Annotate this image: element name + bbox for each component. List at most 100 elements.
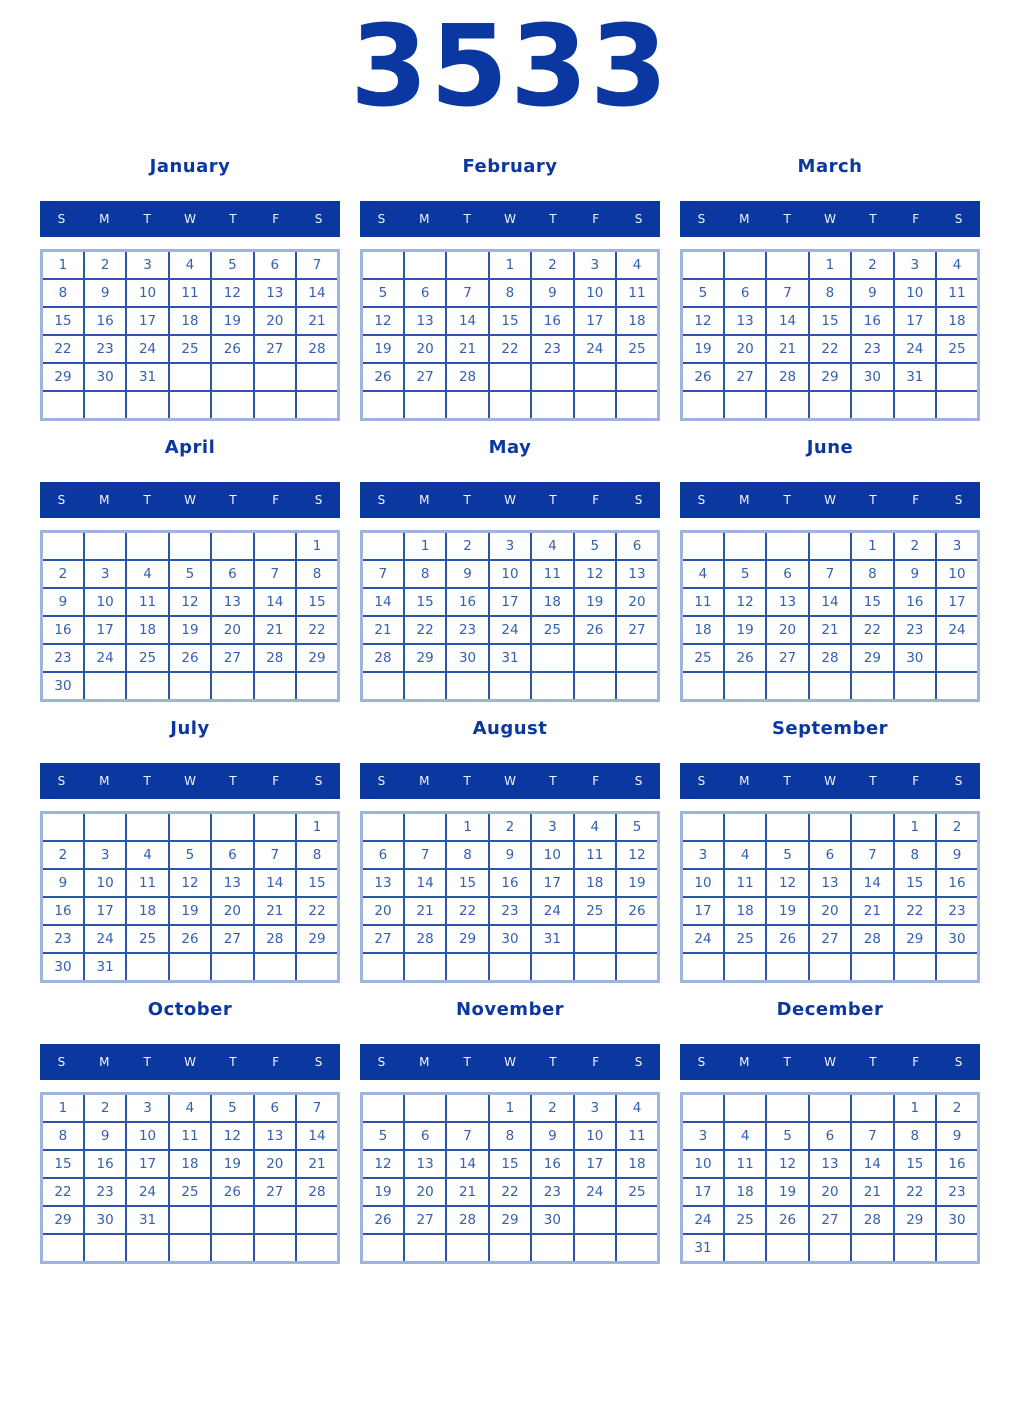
empty-cell [935, 1233, 980, 1264]
date-cell: 30 [487, 924, 533, 955]
weekday-label: M [419, 1055, 430, 1070]
date-cell: 2 [40, 840, 85, 871]
date-cell: 14 [807, 587, 853, 618]
date-cell: 15 [402, 587, 448, 618]
date-cell: 6 [402, 1121, 448, 1152]
date-cell: 31 [487, 643, 533, 674]
date-cell: 23 [445, 615, 490, 646]
date-cell: 5 [360, 278, 405, 309]
weekday-label: W [504, 774, 516, 789]
dates-grid-body: 1 2 3 4 5 6 7 8 9 10 11 12 13 14 15 16 17 18 19 20 21 22 23 24 2… [360, 530, 660, 702]
date-cell: 28 [360, 643, 405, 674]
date-cell: 13 [210, 587, 255, 618]
date-cell: 23 [40, 924, 85, 955]
date-cell: 1 [402, 530, 448, 562]
weekday-label: W [184, 774, 196, 789]
empty-cell [680, 811, 725, 843]
week-row: 19 20 21 22 23 24 25 [680, 334, 980, 365]
date-cell: 13 [615, 559, 660, 590]
date-cell: 21 [850, 1177, 895, 1208]
empty-cell [210, 811, 255, 843]
week-row: 15 16 17 18 19 20 21 [40, 306, 340, 337]
date-cell: 3 [935, 530, 980, 562]
weekday-label: S [314, 1055, 323, 1070]
weekday-label: T [869, 774, 877, 789]
date-cell: 14 [252, 868, 298, 899]
weekday-label: M [739, 1055, 750, 1070]
empty-cell [360, 952, 405, 983]
date-cell: 26 [722, 643, 768, 674]
date-cell: 21 [295, 306, 340, 337]
weekday-label: T [549, 493, 557, 508]
dates-grid: 1 2 3 4 5 6 7 8 9 10 11 12 13 14 15 16 17 18 19 20 21 22 23 24 2… [360, 1092, 660, 1265]
empty-cell [765, 952, 810, 983]
date-cell: 15 [487, 306, 533, 337]
weekday-label: M [739, 493, 750, 508]
empty-cell [252, 362, 298, 393]
date-cell: 1 [295, 811, 340, 843]
empty-cell [892, 952, 938, 983]
date-cell: 26 [765, 924, 810, 955]
month-title: September [771, 718, 889, 740]
week-row: 19 20 21 22 23 24 25 [360, 334, 660, 365]
empty-cell [530, 1233, 575, 1264]
date-cell: 8 [402, 559, 448, 590]
date-cell: 17 [82, 615, 128, 646]
empty-cell [360, 1233, 405, 1264]
dates-grid: 1 2 3 4 5 6 7 8 9 10 11 12 13 14 15 16 17 18 19 20 21 22 23 24 2… [40, 530, 340, 703]
weekday-label: S [634, 1055, 643, 1070]
date-cell: 14 [445, 306, 490, 337]
date-cell: 9 [892, 559, 938, 590]
date-cell: 1 [892, 1092, 938, 1124]
date-cell: 11 [615, 278, 660, 309]
date-cell: 2 [935, 811, 980, 843]
date-cell: 28 [850, 1205, 895, 1236]
date-cell: 28 [850, 924, 895, 955]
date-cell: 19 [615, 868, 660, 899]
weekday-label: F [272, 1055, 280, 1070]
date-cell: 17 [892, 306, 938, 337]
date-cell: 29 [892, 924, 938, 955]
date-cell: 22 [892, 896, 938, 927]
week-row [680, 390, 980, 421]
date-cell: 9 [82, 278, 128, 309]
empty-cell [680, 249, 725, 281]
date-cell: 29 [807, 362, 853, 393]
empty-cell [572, 390, 618, 421]
date-cell: 31 [680, 1233, 725, 1264]
date-cell: 5 [765, 1121, 810, 1152]
date-cell: 11 [615, 1121, 660, 1152]
date-cell: 2 [40, 559, 85, 590]
weekday-label: S [954, 1055, 963, 1070]
date-cell: 8 [487, 278, 533, 309]
weekday-label: S [314, 774, 323, 789]
date-cell: 14 [295, 278, 340, 309]
weekday-label: S [634, 493, 643, 508]
date-cell: 15 [445, 868, 490, 899]
date-cell: 9 [530, 278, 575, 309]
date-cell: 29 [40, 1205, 85, 1236]
week-row: 10 11 12 13 14 15 16 [680, 868, 980, 899]
empty-cell [530, 643, 575, 674]
empty-cell [125, 1233, 170, 1264]
empty-cell [572, 671, 618, 702]
empty-cell [252, 390, 298, 421]
empty-cell [295, 390, 340, 421]
empty-cell [40, 1233, 85, 1264]
empty-cell [850, 952, 895, 983]
date-cell: 17 [572, 306, 618, 337]
date-cell: 26 [360, 362, 405, 393]
date-cell: 12 [680, 306, 725, 337]
weekday-label: W [184, 493, 196, 508]
date-cell: 18 [722, 896, 768, 927]
empty-cell [765, 1092, 810, 1124]
date-cell: 18 [572, 868, 618, 899]
date-cell: 5 [765, 840, 810, 871]
weekday-label: T [869, 212, 877, 227]
